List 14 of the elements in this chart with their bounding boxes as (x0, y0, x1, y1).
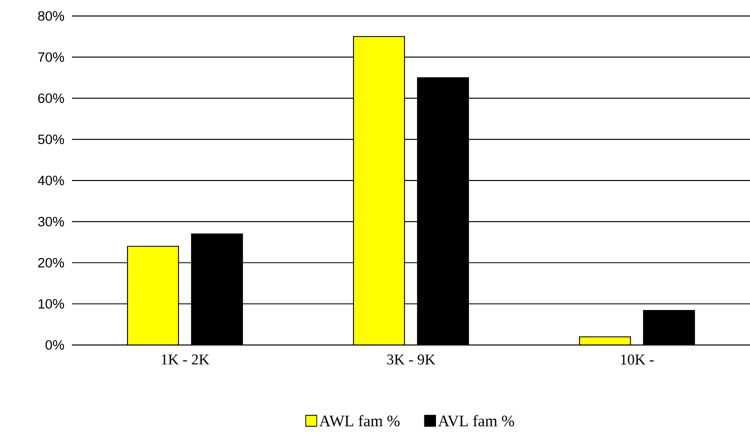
y-tick-label: 60% (38, 93, 64, 103)
y-tick-label: 70% (38, 52, 64, 62)
x-tick-label: 3K - 9K (387, 354, 436, 365)
legend-label: AWL fam % (319, 414, 400, 426)
x-tick-label: 10K - (621, 354, 654, 365)
y-tick-label: 50% (38, 134, 64, 144)
y-tick-label: 80% (38, 11, 64, 21)
y-tick-label: 30% (38, 216, 64, 226)
x-tick-label: 1K - 2K (162, 354, 210, 364)
legend-label: AVL fam % (438, 414, 514, 426)
y-tick-label: 10% (38, 299, 64, 309)
y-tick-label: 40% (38, 176, 64, 186)
y-tick-label: 20% (38, 258, 64, 268)
y-tick-label: 0% (46, 340, 64, 350)
